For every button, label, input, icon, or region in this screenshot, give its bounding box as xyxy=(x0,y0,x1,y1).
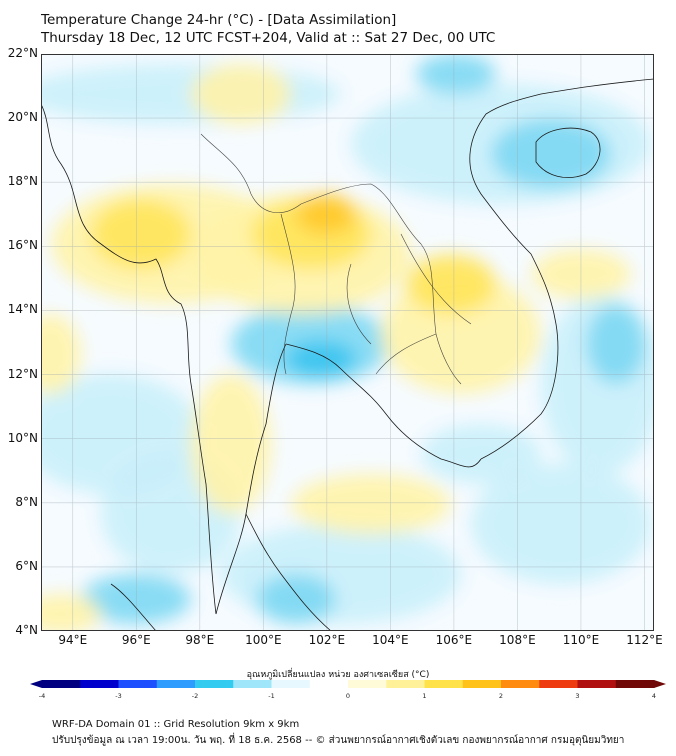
lat-label: 10°N xyxy=(7,430,38,445)
lon-label: 94°E xyxy=(58,633,88,647)
colorbar-cell xyxy=(577,680,617,688)
lat-label: 4°N xyxy=(15,623,38,637)
lon-label: 104°E xyxy=(372,633,409,647)
footer-credits: ปรับปรุงข้อมูล ณ เวลา 19:00น. วัน พฤ. ที… xyxy=(52,735,625,746)
colorbar-tick-label: 4 xyxy=(652,692,656,700)
colorbar-cell xyxy=(156,680,196,688)
lon-label: 102°E xyxy=(308,633,346,647)
country-borders xyxy=(200,133,472,385)
map-panel xyxy=(41,54,654,631)
lat-label: 8°N xyxy=(15,494,38,509)
lon-label: 106°E xyxy=(435,633,473,647)
colorbar-cell xyxy=(309,680,349,688)
temperature-field xyxy=(41,54,654,631)
colorbar-cell xyxy=(271,680,311,688)
colorbar-cell xyxy=(42,680,81,688)
lon-label: 100°E xyxy=(245,633,282,647)
colorbar-cell xyxy=(118,680,158,688)
coastlines xyxy=(41,78,654,631)
lat-label: 20°N xyxy=(7,110,38,125)
colorbar-max-arrow xyxy=(654,680,666,688)
lon-label: 108°E xyxy=(499,633,536,647)
colorbar-tick-label: 3 xyxy=(575,692,579,700)
colorbar-tick-label: -4 xyxy=(39,692,45,700)
colorbar-tick-label: 1 xyxy=(422,692,426,700)
colorbar-tick-label: -1 xyxy=(268,692,274,700)
lat-label: 12°N xyxy=(7,366,38,381)
lat-label: 16°N xyxy=(7,238,38,253)
lon-label: 96°E xyxy=(121,633,151,647)
lat-label: 14°N xyxy=(7,302,38,317)
graticule xyxy=(41,54,654,631)
colorbar-cell xyxy=(386,680,425,688)
colorbar-cell xyxy=(348,680,387,688)
colorbar-cell xyxy=(80,680,119,688)
colorbar-cell xyxy=(424,680,464,688)
colorbar-min-arrow xyxy=(30,680,42,688)
colorbar: -4 -3 -2 -1 0 1 2 3 4 xyxy=(30,680,666,700)
colorbar-cell xyxy=(501,680,540,688)
colorbar-cell xyxy=(615,680,655,688)
map-title: Temperature Change 24-hr (°C) - [Data As… xyxy=(41,12,397,28)
lat-label: 22°N xyxy=(7,46,38,60)
colorbar-tick-label: -3 xyxy=(115,692,121,700)
colorbar-cell xyxy=(539,680,578,688)
colorbar-tick-label: -2 xyxy=(192,692,198,700)
colorbar-title: อุณหภูมิเปลี่ยนแปลง หน่วย องศาเซลเซียส (… xyxy=(246,670,430,680)
lon-label: 98°E xyxy=(185,633,215,647)
lat-label: 18°N xyxy=(7,174,38,189)
colorbar-cell xyxy=(462,680,502,688)
footer-model-info: WRF-DA Domain 01 :: Grid Resolution 9km … xyxy=(52,719,300,730)
lon-label: 110°E xyxy=(562,633,600,647)
lon-label: 112°E xyxy=(626,633,663,647)
colorbar-tick-label: 0 xyxy=(346,692,350,700)
colorbar-cell xyxy=(195,680,234,688)
map-frame xyxy=(41,54,654,631)
lat-label: 6°N xyxy=(15,558,38,573)
colorbar-tick-label: 2 xyxy=(499,692,503,700)
colorbar-cell xyxy=(233,680,272,688)
map-subtitle: Thursday 18 Dec, 12 UTC FCST+204, Valid … xyxy=(41,30,496,46)
temperature-map xyxy=(41,54,654,631)
